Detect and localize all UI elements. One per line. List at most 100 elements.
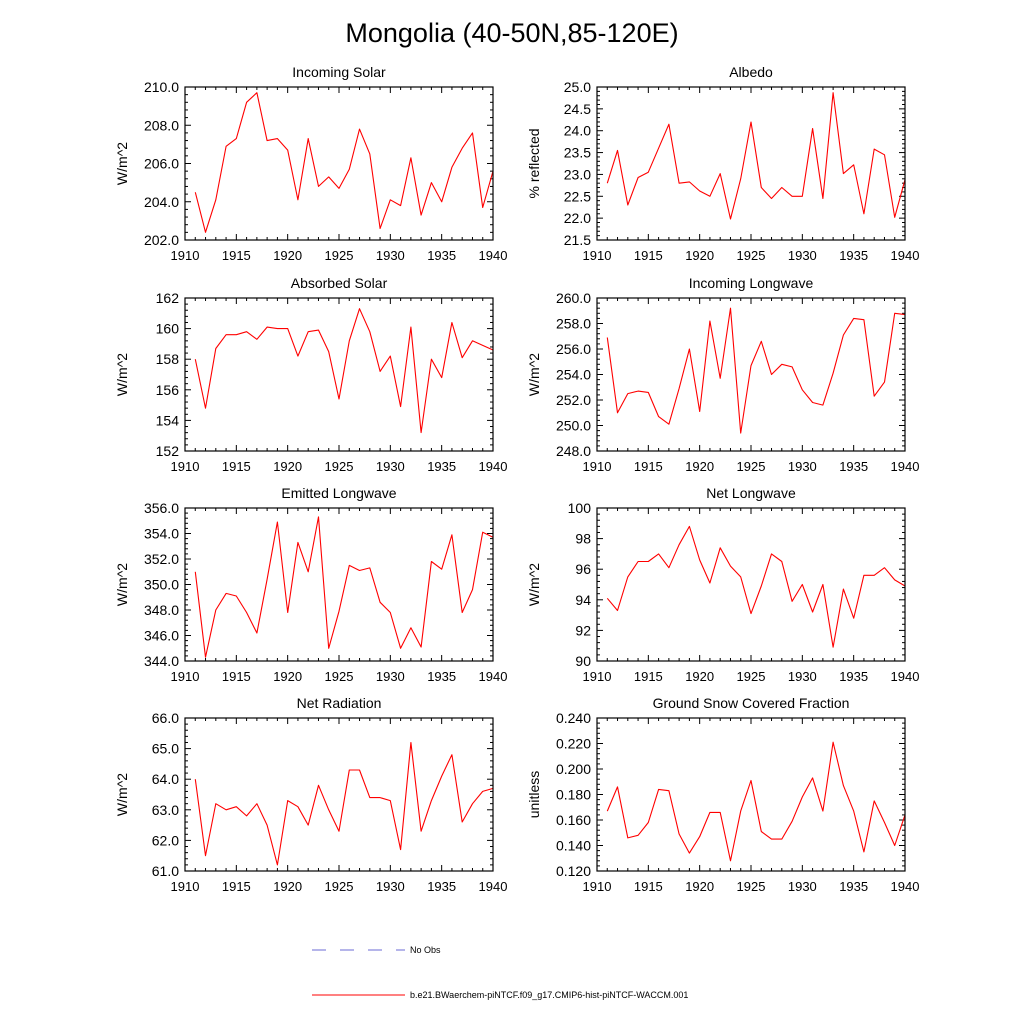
x-tick-label: 1910 — [583, 879, 612, 894]
y-tick-label: 250.0 — [556, 418, 591, 434]
x-tick-label: 1940 — [479, 669, 508, 684]
x-tick-label: 1915 — [634, 669, 663, 684]
x-tick-label: 1940 — [479, 879, 508, 894]
y-tick-label: 64.0 — [152, 771, 179, 787]
y-tick-label: 208.0 — [144, 117, 179, 133]
y-tick-label: 0.200 — [556, 761, 591, 777]
y-tick-label: 0.240 — [556, 710, 591, 726]
y-tick-label: 156 — [156, 382, 180, 398]
series-line — [194, 741, 494, 866]
plot-frame — [184, 717, 494, 872]
series-line — [194, 92, 494, 233]
series-line — [606, 307, 906, 434]
x-tick-label: 1930 — [376, 669, 405, 684]
series-line — [606, 525, 906, 648]
x-tick-label: 1920 — [273, 248, 302, 263]
chart-panel: Emitted Longwave W/m^2 1910 1915 1920 1925 193… — [114, 485, 507, 684]
x-tick-label: 1910 — [583, 669, 612, 684]
y-axis-label: W/m^2 — [526, 353, 542, 396]
x-tick-label: 1915 — [222, 248, 251, 263]
x-tick-label: 1925 — [325, 248, 354, 263]
plot-frame — [184, 297, 494, 452]
series-line — [606, 92, 906, 220]
y-tick-label: 202.0 — [144, 232, 179, 248]
panel-title: Incoming Longwave — [689, 275, 814, 291]
x-tick-label: 1940 — [891, 248, 920, 263]
x-tick-label: 1915 — [634, 248, 663, 263]
x-tick-label: 1925 — [737, 459, 766, 474]
y-tick-label: 0.160 — [556, 812, 591, 828]
x-tick-label: 1920 — [685, 459, 714, 474]
y-axis-label: unitless — [526, 771, 542, 818]
x-tick-label: 1935 — [839, 669, 868, 684]
plot-frame — [596, 507, 906, 662]
x-tick-label: 1925 — [737, 669, 766, 684]
y-tick-label: 348.0 — [144, 602, 179, 618]
x-tick-label: 1925 — [737, 879, 766, 894]
chart-panel: Absorbed Solar W/m^2 1910 1915 1920 1925 1930 1… — [114, 275, 507, 474]
series-line — [194, 308, 494, 434]
legend-no-obs-label: No Obs — [410, 945, 441, 955]
y-tick-label: 256.0 — [556, 341, 591, 357]
x-tick-label: 1915 — [222, 669, 251, 684]
y-tick-label: 248.0 — [556, 443, 591, 459]
figure-title: Mongolia (40-50N,85-120E) — [345, 18, 678, 48]
y-tick-label: 62.0 — [152, 832, 179, 848]
y-tick-label: 90 — [575, 653, 591, 669]
y-tick-label: 61.0 — [152, 863, 179, 879]
y-tick-label: 96 — [575, 561, 591, 577]
y-tick-label: 65.0 — [152, 741, 179, 757]
x-tick-label: 1910 — [171, 248, 200, 263]
y-tick-label: 0.120 — [556, 863, 591, 879]
x-tick-label: 1925 — [325, 879, 354, 894]
x-tick-label: 1920 — [685, 879, 714, 894]
y-tick-label: 0.140 — [556, 838, 591, 854]
x-tick-label: 1935 — [839, 459, 868, 474]
legend-model-label: b.e21.BWaerchem-piNTCF.f09_g17.CMIP6-his… — [410, 990, 688, 1000]
x-tick-label: 1925 — [737, 248, 766, 263]
y-tick-label: 0.220 — [556, 736, 591, 752]
y-tick-label: 66.0 — [152, 710, 179, 726]
x-tick-label: 1935 — [427, 459, 456, 474]
y-tick-label: 22.0 — [564, 210, 591, 226]
y-tick-label: 252.0 — [556, 392, 591, 408]
y-tick-label: 354.0 — [144, 526, 179, 542]
x-tick-label: 1930 — [788, 879, 817, 894]
panel-title: Net Radiation — [297, 695, 382, 711]
y-tick-label: 152 — [156, 443, 180, 459]
y-tick-label: 258.0 — [556, 316, 591, 332]
y-tick-label: 154 — [156, 412, 180, 428]
x-tick-label: 1930 — [788, 669, 817, 684]
y-tick-label: 346.0 — [144, 628, 179, 644]
plot-frame — [184, 86, 494, 241]
y-tick-label: 352.0 — [144, 551, 179, 567]
y-tick-label: 206.0 — [144, 156, 179, 172]
chart-panel: Incoming Solar W/m^2 1910 1915 1920 1925 1930 1… — [114, 64, 507, 263]
y-tick-label: 24.0 — [564, 123, 591, 139]
y-tick-label: 25.0 — [564, 79, 591, 95]
y-tick-label: 260.0 — [556, 290, 591, 306]
y-tick-label: 254.0 — [556, 367, 591, 383]
series-line — [606, 741, 906, 862]
y-axis-label: W/m^2 — [114, 353, 130, 396]
panel-title: Albedo — [729, 64, 773, 80]
legend: No Obs b.e21.BWaerchem-piNTCF.f09_g17.CMI… — [312, 945, 688, 1000]
y-tick-label: 160 — [156, 321, 180, 337]
y-tick-label: 63.0 — [152, 802, 179, 818]
x-tick-label: 1930 — [376, 459, 405, 474]
x-tick-label: 1915 — [222, 879, 251, 894]
y-axis-label: W/m^2 — [114, 773, 130, 816]
y-tick-label: 24.5 — [564, 101, 591, 117]
x-tick-label: 1930 — [376, 248, 405, 263]
y-axis-label: W/m^2 — [114, 142, 130, 185]
y-tick-label: 21.5 — [564, 232, 591, 248]
x-tick-label: 1910 — [171, 669, 200, 684]
x-tick-label: 1920 — [273, 879, 302, 894]
panel-title: Absorbed Solar — [291, 275, 388, 291]
y-tick-label: 94 — [575, 592, 591, 608]
x-tick-label: 1920 — [685, 669, 714, 684]
y-tick-label: 350.0 — [144, 577, 179, 593]
plot-frame — [184, 507, 494, 662]
y-tick-label: 23.0 — [564, 166, 591, 182]
y-tick-label: 344.0 — [144, 653, 179, 669]
